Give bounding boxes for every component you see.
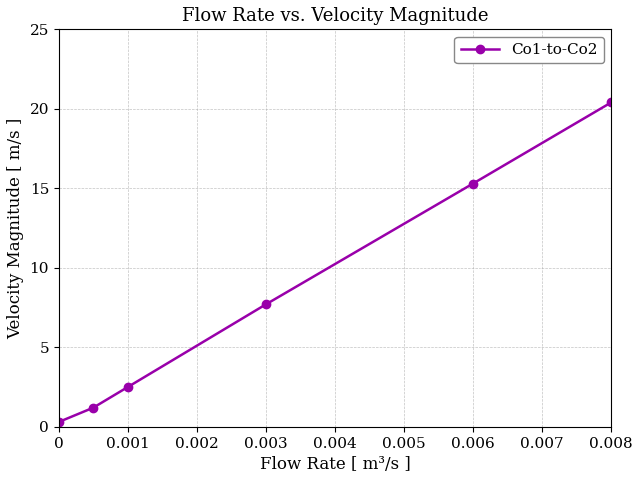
Y-axis label: Velocity Magnitude [ m/s ]: Velocity Magnitude [ m/s ]: [7, 118, 24, 339]
Co1-to-Co2: [469, 180, 477, 186]
Title: Flow Rate vs. Velocity Magnitude: Flow Rate vs. Velocity Magnitude: [182, 7, 488, 25]
X-axis label: Flow Rate [ m³/s ]: Flow Rate [ m³/s ]: [260, 456, 410, 473]
Co1-to-Co2: [124, 384, 132, 390]
Legend: Co1-to-Co2: Co1-to-Co2: [454, 37, 604, 63]
Line: Co1-to-Co2: Co1-to-Co2: [54, 98, 616, 426]
Co1-to-Co2: [55, 419, 63, 425]
Co1-to-Co2: [607, 99, 615, 105]
Co1-to-Co2: [90, 405, 97, 410]
Co1-to-Co2: [262, 301, 269, 307]
